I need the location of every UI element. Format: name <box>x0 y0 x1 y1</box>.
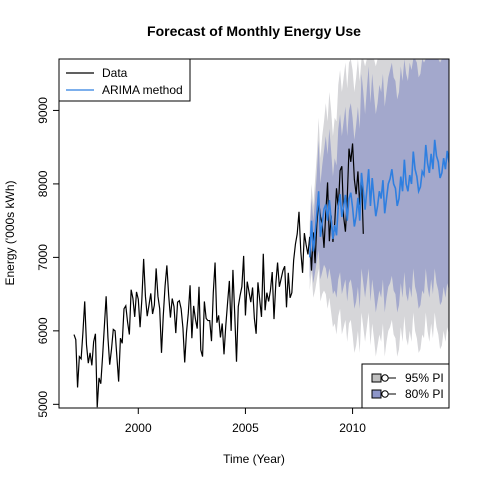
data-series-line <box>73 143 364 408</box>
pi80-legend-marker <box>381 390 389 398</box>
y-axis-label: Energy ('000s kWh) <box>3 181 17 286</box>
pi-legend: 95% PI 80% PI <box>361 363 450 409</box>
pi-legend-box <box>361 363 450 409</box>
pi95-legend-marker <box>381 374 389 382</box>
pi95-legend-swatch <box>371 373 382 383</box>
y-tick-label: 8000 <box>36 170 50 197</box>
y-axis: 5000 6000 7000 8000 9000 <box>36 97 60 418</box>
legend-label-arima: ARIMA method <box>102 83 183 97</box>
y-tick-label: 7000 <box>36 244 50 271</box>
prediction-intervals <box>309 59 449 357</box>
pi95-legend-label: 95% PI <box>405 371 444 385</box>
x-axis-label: Time (Year) <box>223 452 285 466</box>
pi80-legend-swatch <box>371 389 382 399</box>
forecast-series-line <box>308 139 449 258</box>
x-tick-label: 2000 <box>125 421 152 435</box>
x-tick-label: 2010 <box>339 421 366 435</box>
legend-label-data: Data <box>102 66 128 80</box>
y-tick-label: 6000 <box>36 317 50 344</box>
chart-title: Forecast of Monthly Energy Use <box>147 23 361 39</box>
y-tick-label: 5000 <box>36 391 50 418</box>
pi80-legend-label: 80% PI <box>405 387 444 401</box>
x-axis: 2000 2005 2010 <box>125 407 366 435</box>
series-legend-box <box>58 58 191 102</box>
series-legend: Data ARIMA method <box>58 58 191 102</box>
y-tick-label: 9000 <box>36 97 50 124</box>
x-tick-label: 2005 <box>232 421 259 435</box>
pi80-band <box>309 59 449 313</box>
